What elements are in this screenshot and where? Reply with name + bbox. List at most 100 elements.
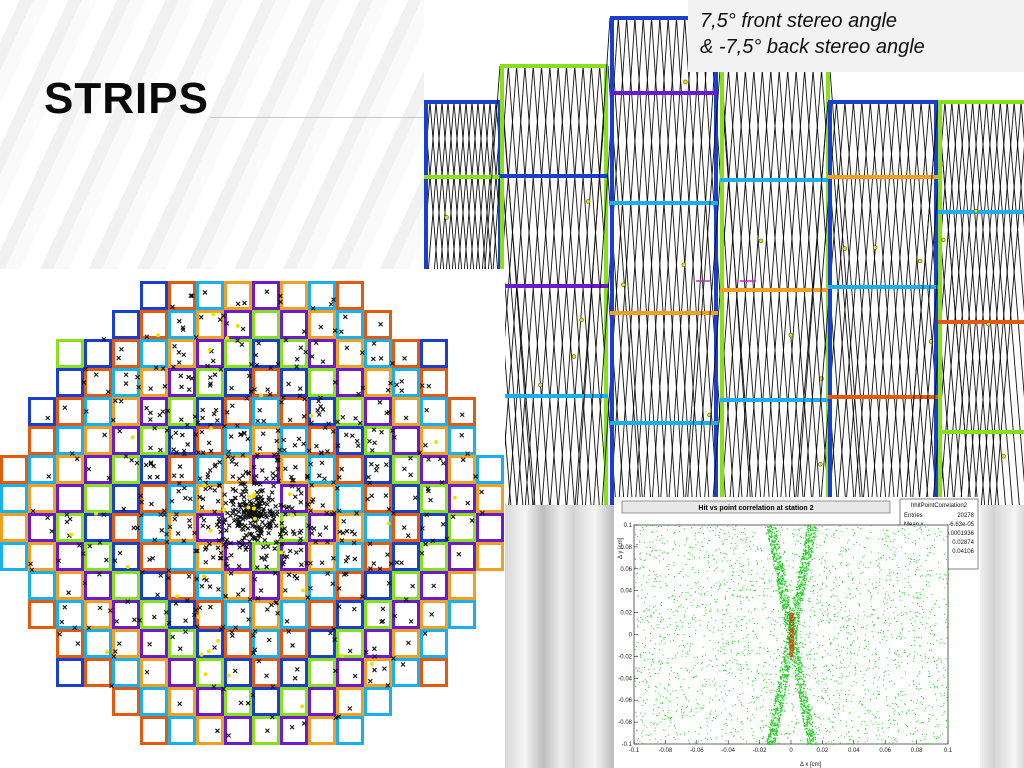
scatter-point <box>777 730 779 732</box>
hit-marker <box>382 666 387 672</box>
scatter-point <box>920 529 922 531</box>
scatter-point <box>752 618 754 620</box>
hit-marker <box>230 474 236 479</box>
scatter-point <box>766 741 769 743</box>
scatter-point <box>913 701 915 703</box>
hit-marker <box>238 700 244 706</box>
hit-marker <box>278 502 284 508</box>
scatter-point <box>809 722 811 724</box>
station-module <box>28 397 56 426</box>
scatter-point <box>650 625 652 627</box>
scatter-point <box>842 617 844 619</box>
scatter-point <box>799 599 801 601</box>
scatter-point <box>894 533 896 535</box>
scatter-point <box>871 713 873 715</box>
scatter-point <box>877 686 879 688</box>
scatter-point <box>767 650 769 652</box>
scatter-point <box>911 743 913 745</box>
scatter-point <box>865 628 867 630</box>
strip-line <box>886 101 921 505</box>
scatter-point <box>861 627 863 629</box>
scatter-point <box>780 569 782 571</box>
hit-marker <box>183 618 188 623</box>
scatter-point <box>926 597 928 599</box>
scatter-point <box>929 675 931 677</box>
scatter-point <box>808 552 810 555</box>
scatter-point <box>886 599 888 601</box>
scatter-point <box>843 646 845 648</box>
scatter-point <box>907 581 909 583</box>
hit-marker <box>360 385 366 391</box>
hit-marker <box>243 547 249 552</box>
hit-marker <box>371 561 377 566</box>
scatter-point <box>811 725 814 727</box>
scatter-point <box>946 626 948 628</box>
scatter-point <box>798 587 801 590</box>
hit-marker <box>245 700 251 706</box>
scatter-point <box>690 588 692 590</box>
scatter-point <box>807 561 809 563</box>
scatter-point <box>780 583 782 586</box>
hit-marker <box>111 654 117 659</box>
scatter-point <box>724 625 726 627</box>
scatter-point <box>762 706 764 708</box>
scatter-point <box>945 726 947 728</box>
station-module <box>252 310 280 339</box>
hit-marker <box>171 473 177 479</box>
hit-marker <box>251 650 256 656</box>
hit-marker <box>163 610 169 615</box>
scatter-point <box>793 731 795 733</box>
scatter-point <box>842 710 844 712</box>
scatter-point <box>721 541 723 543</box>
scatter-point <box>797 623 799 625</box>
scatter-point <box>799 633 801 635</box>
strip-line <box>878 101 913 505</box>
scatter-point <box>856 663 858 665</box>
scatter-point <box>748 564 750 566</box>
scatter-point <box>762 687 764 689</box>
scatter-point <box>791 676 793 678</box>
scatter-point <box>917 653 919 655</box>
scatter-point <box>807 708 809 710</box>
scatter-point <box>947 594 949 596</box>
scatter-point <box>738 574 740 576</box>
scatter-point <box>790 658 792 661</box>
scatter-point <box>843 705 845 707</box>
scatter-point <box>699 727 701 729</box>
scatter-point <box>932 732 934 734</box>
hit-marker <box>162 512 167 518</box>
scatter-point <box>822 656 824 658</box>
scatter-point <box>800 582 802 584</box>
scatter-point <box>797 659 799 662</box>
scatter-point <box>901 690 903 692</box>
scatter-point <box>778 696 780 698</box>
station-module <box>308 687 336 716</box>
scatter-point <box>814 726 816 728</box>
scatter-point <box>853 640 855 642</box>
scatter-point <box>838 599 840 601</box>
hit-marker <box>225 454 231 459</box>
scatter-point <box>810 723 813 725</box>
scatter-point <box>747 668 749 670</box>
scatter-point <box>804 585 806 587</box>
scatter-point <box>911 741 913 743</box>
hit-marker <box>287 548 293 554</box>
hit-marker <box>261 418 267 424</box>
hit-marker <box>275 610 281 616</box>
scatter-point <box>740 736 742 738</box>
scatter-point <box>709 697 711 699</box>
scatter-point <box>672 639 674 641</box>
scatter-point <box>879 562 881 564</box>
scatter-point <box>774 545 776 547</box>
scatter-point <box>659 695 661 697</box>
scatter-point <box>762 627 764 629</box>
scatter-point <box>778 543 780 545</box>
hit-marker <box>281 437 287 443</box>
hit-marker <box>298 490 304 496</box>
point-marker <box>259 393 264 398</box>
point-marker <box>211 312 216 317</box>
scatter-point <box>934 603 936 605</box>
scatter-point <box>654 722 656 724</box>
hit-marker <box>279 399 284 405</box>
scatter-point <box>649 632 651 634</box>
